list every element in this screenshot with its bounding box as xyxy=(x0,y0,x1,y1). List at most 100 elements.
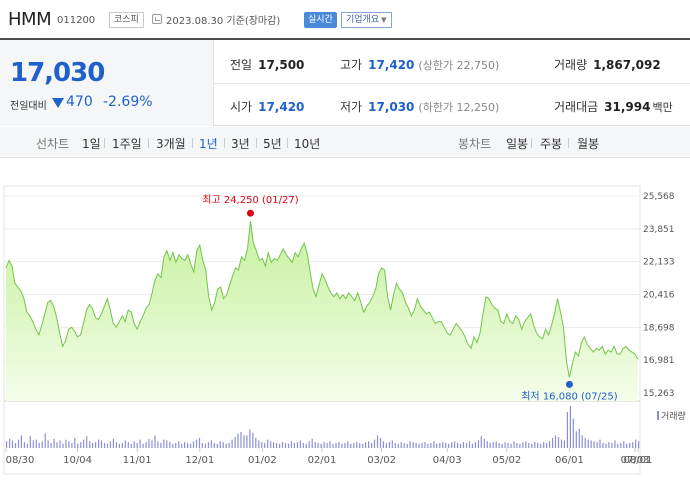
price-chart[interactable]: 25,568 23,851 22,133 20,416 18,698 16,981 15,2… xyxy=(0,158,690,479)
volume-bar xyxy=(219,441,221,448)
volume-bar xyxy=(83,439,85,448)
x-tick-label: 12/01 xyxy=(185,455,214,466)
volume-bar xyxy=(276,443,278,448)
volume-bar xyxy=(373,439,376,448)
volume-bar xyxy=(115,442,117,448)
volume-bar xyxy=(98,439,100,448)
y-tick-label: 18,698 xyxy=(643,323,675,333)
volume-bar xyxy=(513,441,515,448)
volume-bar xyxy=(281,442,284,448)
volume-bar xyxy=(302,443,304,448)
x-tick-label: 04/03 xyxy=(433,455,462,466)
current-price: 17,030 xyxy=(10,58,105,88)
volume-bar xyxy=(540,443,542,448)
volume-bar xyxy=(121,443,123,448)
volume-bar xyxy=(124,440,126,448)
high-value: 17,420 xyxy=(368,58,415,72)
volume-bar xyxy=(566,411,568,448)
volume-bar xyxy=(629,443,631,448)
y-tick-label: 20,416 xyxy=(643,291,675,301)
volume-bar xyxy=(80,442,82,448)
volume-bar xyxy=(477,440,479,448)
candle-daily[interactable]: 일봉 xyxy=(506,137,529,151)
volume-bar xyxy=(403,443,405,448)
volume-bar xyxy=(365,442,367,448)
volume-bar xyxy=(394,443,396,448)
period-1w[interactable]: 1주일 xyxy=(112,137,142,151)
volume-bar xyxy=(507,443,509,448)
volume-bar xyxy=(430,443,432,448)
volume-bar xyxy=(32,440,34,448)
volume-bar xyxy=(391,440,393,448)
candle-weekly[interactable]: 주봉 xyxy=(540,137,563,151)
x-tick-label: 08/30 xyxy=(6,455,35,466)
y-tick-label: 15,263 xyxy=(643,389,675,399)
volume-bar xyxy=(486,441,488,448)
volume-bar xyxy=(308,441,310,448)
volume-bar xyxy=(602,443,604,448)
open-value: 17,420 xyxy=(258,100,305,114)
candle-chart-label: 봉차트 xyxy=(458,137,492,151)
x-tick-label: 01/02 xyxy=(248,455,277,466)
volume-bar xyxy=(151,440,153,448)
x-tick-label: 03/02 xyxy=(367,455,396,466)
volume-bar xyxy=(195,439,198,448)
volume-bar xyxy=(287,443,290,448)
period-1y[interactable]: 1년 xyxy=(199,137,218,151)
max-marker xyxy=(246,209,254,217)
volume-bar xyxy=(100,440,103,448)
volume-bar xyxy=(516,443,518,448)
volume-bar xyxy=(359,443,361,448)
volume-bar xyxy=(320,443,322,448)
volume-bar xyxy=(136,443,138,448)
period-1d[interactable]: 1일 xyxy=(82,137,101,151)
volume-bar xyxy=(213,443,215,448)
volume-bar xyxy=(68,441,70,448)
volume-bar xyxy=(198,437,201,448)
low-cell: 저가 17,030 (하한가 12,250) xyxy=(340,98,499,115)
volume-bar xyxy=(332,443,334,448)
change-percent: -2.69% xyxy=(103,94,153,110)
volume-bar xyxy=(617,443,619,448)
divider xyxy=(287,138,288,148)
volume-bar xyxy=(433,441,435,448)
volume-bar xyxy=(50,443,52,448)
upper-limit: (상한가 22,750) xyxy=(418,59,500,72)
volume-bar xyxy=(356,442,358,448)
period-10y[interactable]: 10년 xyxy=(294,137,321,151)
volume-bar xyxy=(489,443,491,448)
volume-bar xyxy=(160,443,162,448)
volume-bar xyxy=(163,439,165,448)
period-5y[interactable]: 5년 xyxy=(263,137,282,151)
period-3y[interactable]: 3년 xyxy=(231,137,250,151)
volume-bar xyxy=(23,442,25,448)
volume-bar xyxy=(552,437,554,448)
volume-bar xyxy=(344,443,346,448)
volume-bar xyxy=(311,438,313,448)
volume-bar xyxy=(593,441,595,448)
volume-bar xyxy=(86,436,88,448)
volume-bar xyxy=(439,443,441,448)
volume-bar xyxy=(175,443,177,448)
line-chart-label: 선차트 xyxy=(36,137,70,151)
volume-bar xyxy=(20,435,22,448)
candle-monthly[interactable]: 월봉 xyxy=(577,137,600,151)
summary-divider xyxy=(214,83,690,84)
volume-bar xyxy=(492,442,494,448)
volume-bar xyxy=(350,443,352,448)
volume-bar xyxy=(418,443,420,448)
volume-bar xyxy=(388,442,390,448)
stock-header: HMM 011200 코스피 2023.08.30 기준(장마감) 실시간 기업… xyxy=(0,0,690,38)
volume-bar xyxy=(252,432,254,448)
market-badge: 코스피 xyxy=(109,12,144,28)
stock-name[interactable]: HMM xyxy=(8,9,52,30)
volume-bar xyxy=(246,435,248,448)
prev-close-label: 전일 xyxy=(230,58,253,72)
period-3m[interactable]: 3개월 xyxy=(156,137,186,151)
volume-bar xyxy=(273,442,275,448)
realtime-button[interactable]: 실시간 xyxy=(304,12,337,28)
volume-bar xyxy=(371,443,373,448)
volume-bar xyxy=(240,432,242,448)
company-overview-dropdown[interactable]: 기업개요 ▼ xyxy=(341,12,392,28)
volume-bar xyxy=(442,442,444,448)
